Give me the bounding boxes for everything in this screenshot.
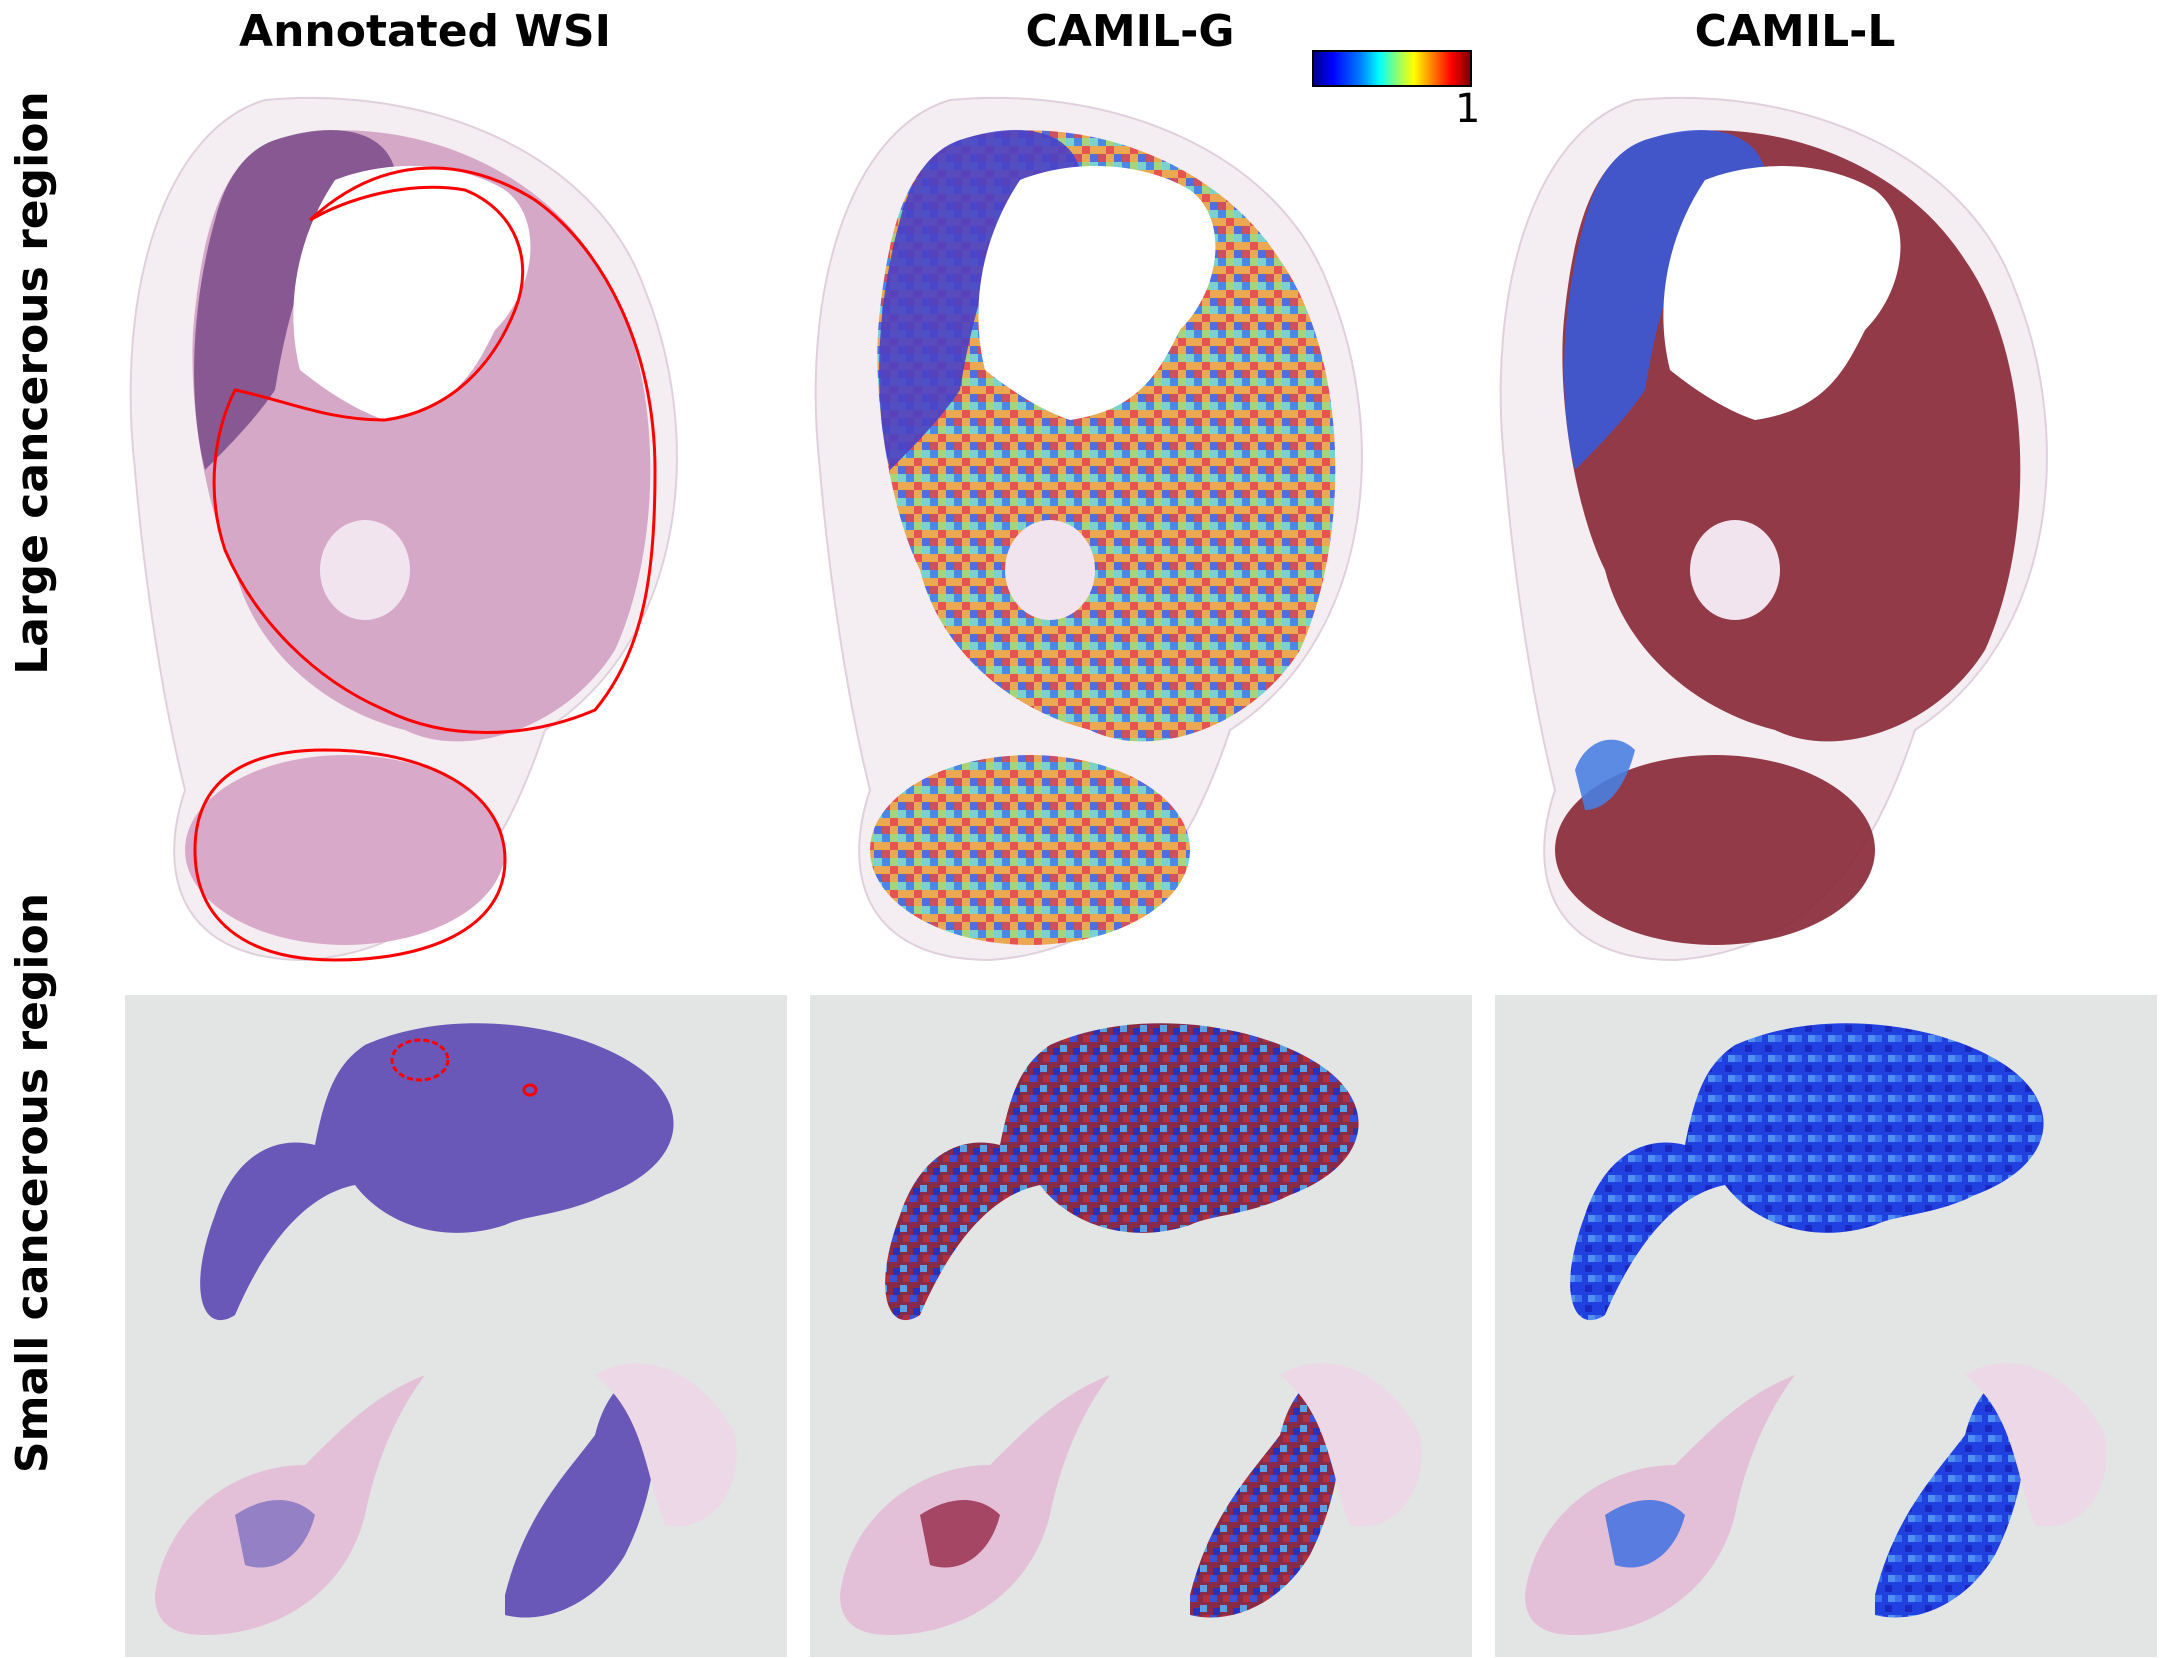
panel-small-camil-g	[810, 995, 1472, 1657]
panel-small-camil-l	[1495, 995, 2157, 1657]
panel-large-camil-l	[1495, 90, 2095, 970]
row-title-large-cancerous-region: Large cancerous region	[7, 91, 58, 675]
panel-small-annotated	[125, 995, 787, 1657]
column-title-camil-l: CAMIL-L	[1694, 6, 1896, 57]
colorbar-max-label: 1	[1455, 86, 1481, 132]
panel-large-annotated	[125, 90, 725, 970]
row-title-small-cancerous-region: Small cancerous region	[7, 892, 58, 1474]
colorbar	[1312, 50, 1472, 87]
panel-large-camil-g	[810, 90, 1410, 970]
column-title-annotated-wsi: Annotated WSI	[239, 6, 611, 57]
column-title-camil-g: CAMIL-G	[1025, 6, 1235, 57]
